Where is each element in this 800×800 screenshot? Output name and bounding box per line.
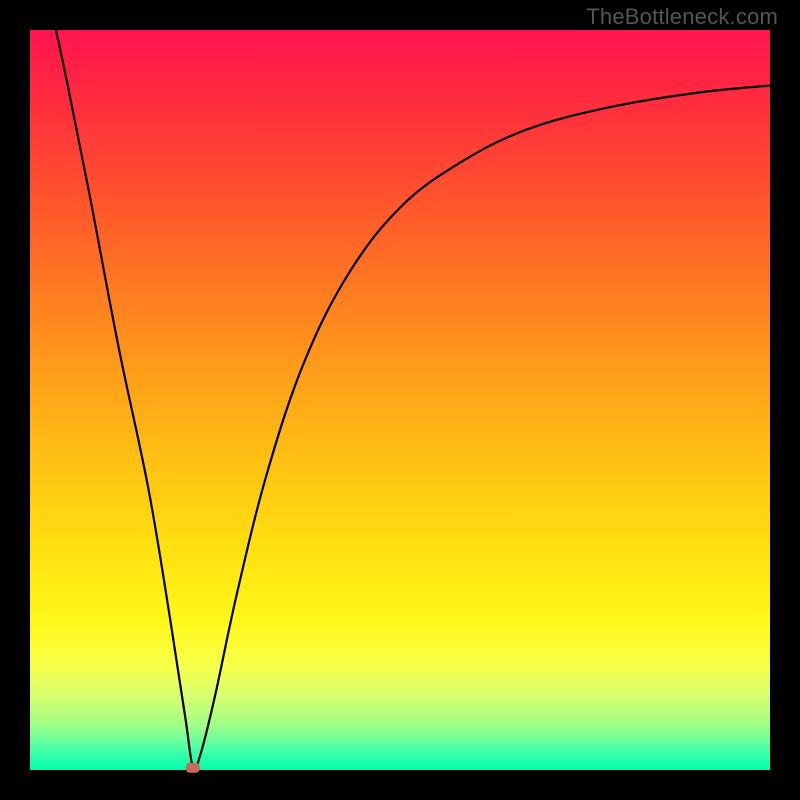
optimum-marker xyxy=(186,763,200,773)
plot-background xyxy=(30,30,770,770)
bottleneck-chart xyxy=(0,0,800,800)
chart-container: TheBottleneck.com xyxy=(0,0,800,800)
watermark-text: TheBottleneck.com xyxy=(586,4,778,30)
